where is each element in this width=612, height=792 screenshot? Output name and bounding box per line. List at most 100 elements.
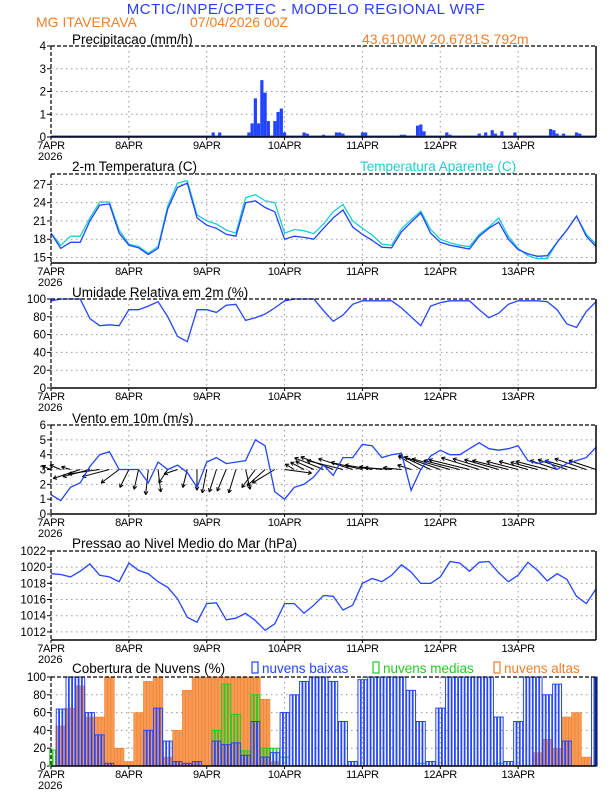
cloud-bar-nuvens-baixas	[357, 679, 361, 767]
cloud-bar-nuvens-baixas	[402, 676, 407, 767]
wind-vector-head	[529, 459, 535, 461]
wind-vector-shaft	[119, 469, 130, 488]
x-tick-label: 8APR	[115, 140, 143, 152]
panel-title-wind: Vento em 10m (m/s)	[72, 411, 194, 426]
wind-vector-shaft	[428, 459, 470, 470]
precip-bar	[211, 132, 215, 137]
wind-vector-head	[397, 455, 401, 460]
cloud-bar-nuvens-altas	[104, 676, 109, 767]
wind-vector-shaft	[241, 469, 256, 488]
cloud-bar-nuvens-altas	[204, 676, 209, 767]
wind-vector-head	[67, 471, 72, 475]
precip-bar	[364, 132, 368, 137]
wind-vector-shaft	[133, 469, 140, 490]
x-tick-label: 12APR	[424, 643, 458, 655]
wind-vector	[61, 465, 71, 470]
cloud-bar-nuvens-baixas	[318, 676, 322, 767]
cloud-bar-nuvens-baixas	[526, 676, 530, 767]
y-tick-label: 1	[40, 494, 46, 506]
cloud-bar-nuvens-baixas	[480, 676, 485, 767]
wind-vector	[290, 461, 305, 470]
wind-vector-shaft	[364, 467, 392, 470]
wind-vector	[441, 456, 480, 470]
cloud-bar-nuvens-altas	[133, 712, 138, 767]
legend-apparent-temperature: Temperatura Aparente (C)	[360, 159, 516, 174]
cloud-bar-nuvens-baixas	[302, 680, 306, 767]
wind-vector-shaft	[412, 458, 451, 470]
wind-vector-shaft	[216, 469, 227, 492]
y-tick-label: 4	[40, 41, 47, 53]
wind-vector	[132, 469, 140, 490]
precip-bar	[305, 133, 309, 137]
series-line	[50, 438, 597, 502]
wind-vector-shaft	[554, 458, 587, 470]
x-year-label: 2026	[38, 402, 62, 414]
series-line-temperatura-aparente-c-	[50, 179, 597, 260]
cloud-bar-nuvens-baixas	[334, 680, 339, 767]
wind-vector-head	[464, 459, 468, 463]
wind-vector	[498, 460, 529, 470]
x-tick-label: 10APR	[268, 391, 302, 403]
wind-vector-shaft	[464, 459, 499, 470]
wind-vector-shaft	[498, 460, 529, 470]
wind-vector	[241, 469, 256, 488]
x-year-label: 2026	[38, 780, 62, 792]
wind-vector-head	[398, 454, 402, 459]
cloud-bar-nuvens-baixas	[399, 676, 404, 767]
cloud-bar-nuvens-altas	[113, 747, 118, 767]
x-tick-label: 10APR	[268, 140, 302, 152]
wind-vector-shaft	[472, 460, 509, 470]
wind-vector-head	[61, 465, 66, 468]
precip-bar	[282, 132, 287, 137]
cloud-bar-nuvens-altas	[587, 756, 592, 767]
wind-vector-head	[306, 459, 311, 461]
cloud-bar-nuvens-baixas	[422, 721, 426, 767]
cloud-bar-nuvens-baixas	[513, 721, 517, 767]
cloud-bar-nuvens-baixas	[389, 676, 394, 767]
precip-bar	[548, 129, 553, 137]
precip-bar	[422, 131, 426, 137]
wind-vector-head	[330, 460, 335, 463]
x-tick-label: 11APR	[346, 266, 379, 278]
cloud-bar-nuvens-baixas	[522, 676, 527, 767]
legend-swatch-mid	[372, 661, 380, 674]
wind-vector	[227, 469, 237, 494]
wind-vector-head	[308, 470, 312, 474]
cloud-bar-nuvens-baixas	[435, 707, 439, 767]
y-tick-label: 1018	[20, 578, 46, 590]
cloud-bar-nuvens-altas	[139, 712, 144, 767]
wind-vector-head	[554, 458, 558, 462]
precip-bar	[257, 123, 261, 137]
cloud-bar-nuvens-baixas	[529, 676, 533, 767]
wind-vector	[383, 465, 402, 471]
x-tick-label: 11APR	[346, 391, 379, 403]
wind-vector-head	[423, 459, 428, 461]
x-tick-label: 12APR	[424, 517, 458, 529]
wind-vector-shaft	[285, 463, 295, 470]
wind-vector	[163, 469, 178, 476]
cloud-bar-nuvens-baixas	[467, 676, 472, 767]
cloud-bar-nuvens-altas	[571, 712, 576, 767]
wind-vector-head	[486, 461, 490, 465]
y-tick-label: 4	[40, 450, 47, 462]
cloud-bar-nuvens-baixas	[496, 716, 501, 767]
x-tick-label: 8APR	[115, 643, 143, 655]
cloud-bar-nuvens-baixas	[419, 721, 423, 767]
y-tick-label: 0	[40, 132, 46, 144]
wind-vector-head	[208, 488, 213, 493]
wind-vector-shaft	[53, 469, 81, 479]
cloud-bar-nuvens-altas	[178, 730, 183, 767]
y-tick-label: 0	[40, 761, 46, 773]
y-tick-label: 5	[40, 435, 46, 447]
x-tick-label: 13APR	[501, 517, 535, 529]
y-tick-label: 80	[33, 312, 46, 324]
y-tick-label: 1012	[20, 627, 46, 639]
wind-vector-shaft	[201, 469, 208, 493]
wind-vector-head	[207, 487, 210, 493]
precip-bar	[263, 92, 267, 137]
wind-vector-head	[246, 481, 249, 486]
wind-vector-head	[515, 461, 520, 465]
wind-vector-head	[428, 458, 433, 461]
wind-vector-head	[132, 485, 135, 490]
wind-vector-head	[62, 473, 67, 478]
